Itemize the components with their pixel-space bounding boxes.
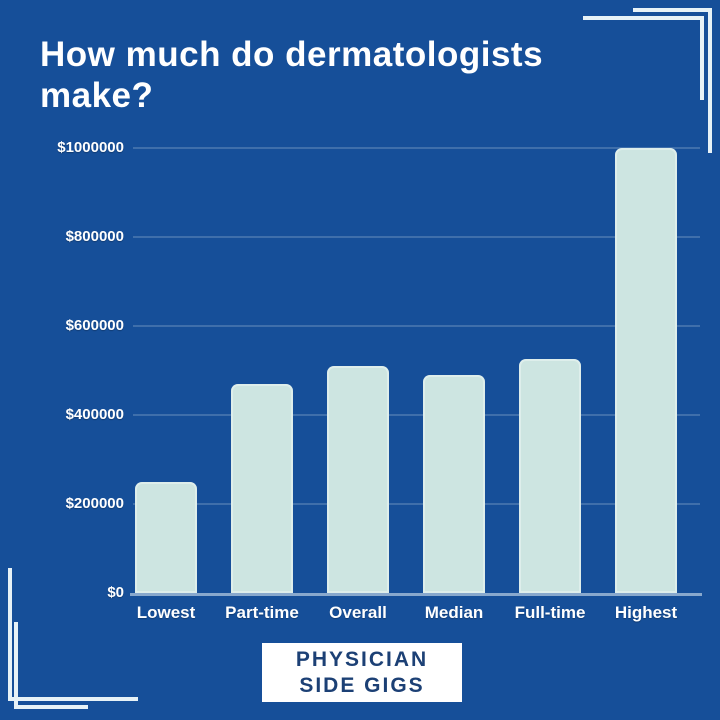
page-title: How much do dermatologists make? bbox=[40, 34, 543, 116]
y-tick-label-400000: $400000 bbox=[65, 406, 124, 423]
physician-side-gigs-badge: PHYSICIAN SIDE GIGS bbox=[262, 643, 462, 702]
x-tick-label-part-time: Part-time bbox=[225, 603, 299, 622]
page-title-line2: make? bbox=[40, 76, 154, 115]
gridline-200000 bbox=[133, 503, 700, 505]
x-tick-label-overall: Overall bbox=[329, 603, 387, 622]
bar-highest bbox=[615, 148, 677, 593]
y-tick-label-0: $0 bbox=[107, 584, 124, 601]
bar-median bbox=[423, 374, 485, 593]
bar-overall bbox=[327, 366, 389, 593]
bar-part-time bbox=[231, 383, 293, 593]
page-title-line1: How much do dermatologists bbox=[40, 35, 544, 74]
x-tick-label-median: Median bbox=[424, 603, 484, 622]
y-tick-label-1000000: $1000000 bbox=[57, 139, 124, 156]
badge-line1: PHYSICIAN bbox=[295, 647, 429, 671]
x-tick-label-highest: Highest bbox=[614, 603, 678, 622]
bar-full-time bbox=[519, 359, 581, 593]
gridline-400000 bbox=[133, 414, 700, 416]
bar-lowest bbox=[135, 481, 197, 593]
gridline-600000 bbox=[133, 325, 700, 327]
x-tick-label-full-time: Full-time bbox=[514, 603, 586, 622]
gridline-800000 bbox=[133, 236, 700, 238]
y-tick-label-800000: $800000 bbox=[65, 228, 124, 245]
x-tick-label-lowest: Lowest bbox=[136, 603, 196, 622]
y-tick-label-200000: $200000 bbox=[65, 495, 124, 512]
gridline-1000000 bbox=[133, 147, 700, 149]
badge-line2: SIDE GIGS bbox=[299, 673, 425, 697]
x-axis-line bbox=[130, 593, 702, 596]
y-tick-label-600000: $600000 bbox=[65, 317, 124, 334]
